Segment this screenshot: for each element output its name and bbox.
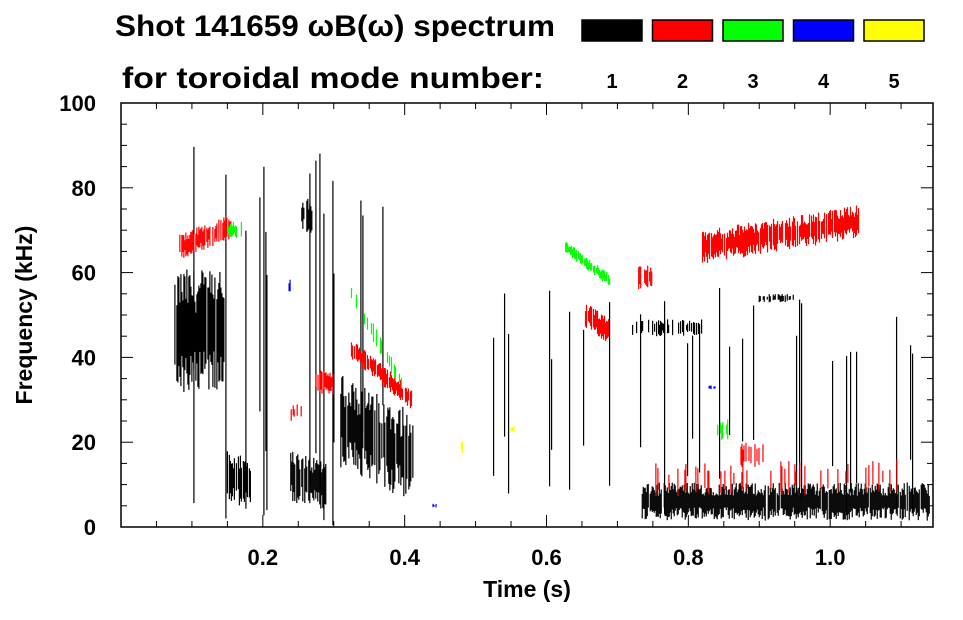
y-tick-label: 20 bbox=[72, 430, 96, 455]
y-tick-label: 0 bbox=[84, 515, 96, 540]
legend-swatch-mode-1 bbox=[581, 19, 643, 42]
legend-swatch-mode-5 bbox=[863, 19, 925, 42]
legend-swatch-mode-2 bbox=[651, 19, 714, 42]
y-tick-label: 60 bbox=[72, 261, 96, 286]
legend-label-mode-1: 1 bbox=[606, 71, 617, 93]
legend-label-mode-4: 4 bbox=[818, 71, 830, 93]
y-tick-label: 40 bbox=[72, 345, 96, 370]
legend-label-mode-2: 2 bbox=[677, 71, 688, 93]
legend-label-mode-3: 3 bbox=[747, 71, 758, 93]
x-tick-label: 0.6 bbox=[531, 545, 562, 570]
x-tick-label: 1.0 bbox=[815, 545, 846, 570]
y-tick-label: 80 bbox=[72, 176, 96, 201]
y-axis-label: Frequency (kHz) bbox=[11, 226, 37, 405]
chart-subtitle: for toroidal mode number: bbox=[122, 62, 544, 95]
legend-swatch-mode-4 bbox=[792, 19, 855, 42]
x-tick-label: 0.2 bbox=[248, 545, 279, 570]
x-axis-label: Time (s) bbox=[483, 576, 571, 602]
axes: 0.2 0.4 0.6 0.8 1.0 0 20 40 60 80 100 bbox=[59, 91, 933, 570]
legend-swatch-mode-3 bbox=[722, 19, 784, 42]
legend: 1 2 3 4 5 bbox=[581, 19, 925, 93]
spectrogram-marks bbox=[174, 146, 930, 526]
y-tick-label: 100 bbox=[59, 91, 96, 116]
chart-title: Shot 141659 ωB(ω) spectrum bbox=[115, 10, 555, 43]
x-tick-label: 0.4 bbox=[389, 545, 420, 570]
x-tick-label: 0.8 bbox=[673, 545, 704, 570]
legend-label-mode-5: 5 bbox=[888, 71, 899, 93]
